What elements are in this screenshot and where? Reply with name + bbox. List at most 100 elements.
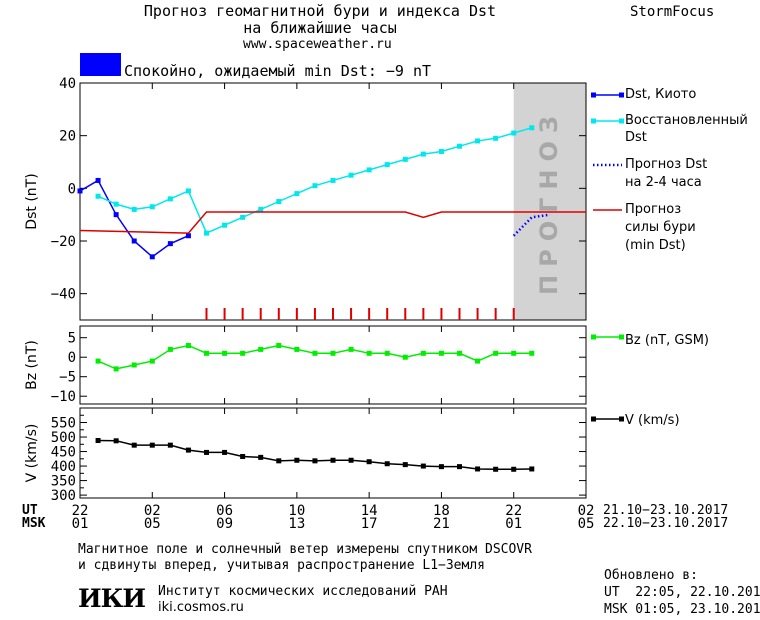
data-point	[95, 177, 101, 183]
data-point	[222, 449, 228, 455]
data-point	[167, 241, 173, 247]
data-point	[457, 350, 462, 356]
y-tick-label: 0	[68, 350, 76, 366]
data-point	[185, 343, 191, 348]
msk-tick-label: 05	[578, 516, 595, 532]
data-point	[240, 350, 246, 356]
legend-swatch-bz-marker	[591, 334, 596, 340]
data-point	[312, 183, 318, 189]
y-tick-label: 300	[51, 488, 76, 504]
institute-site[interactable]: iki.cosmos.ru	[158, 600, 244, 615]
panel-frame	[79, 82, 587, 321]
data-point	[258, 346, 264, 352]
legend-restored-line2: Dst	[625, 130, 647, 145]
data-point	[276, 458, 282, 464]
data-point	[438, 148, 444, 154]
data-point	[204, 449, 209, 455]
data-point	[402, 156, 408, 162]
data-point	[167, 346, 173, 352]
data-point	[457, 143, 462, 149]
series-line	[97, 127, 532, 235]
data-point	[131, 442, 137, 448]
data-point	[511, 350, 517, 356]
ut-date-range: 21.10−23.10.2017	[603, 503, 729, 518]
data-point	[330, 457, 336, 463]
brand-name: StormFocus	[630, 4, 715, 20]
panel-frame	[79, 325, 587, 405]
data-point	[511, 466, 517, 472]
legend-storm-line1: Прогноз	[625, 202, 682, 217]
legend-swatch-v-marker	[591, 416, 596, 422]
data-point	[529, 466, 535, 472]
y-axis-label: Dst (nT)	[24, 173, 40, 229]
y-tick-label: 350	[51, 474, 76, 490]
data-point	[95, 438, 101, 444]
data-point	[185, 188, 191, 194]
legend-restored-line1: Восстановленный	[625, 113, 748, 128]
data-point	[222, 350, 228, 356]
legend-dst-kyoto: Dst, Киото	[625, 87, 697, 102]
data-point	[113, 366, 119, 372]
y-tick-label: 450	[51, 445, 76, 461]
footnote-line1: Магнитное поле и солнечный ветер измерен…	[78, 542, 532, 557]
data-point	[330, 350, 336, 356]
series-line	[79, 211, 586, 234]
panel-frame	[79, 407, 587, 499]
data-point	[240, 453, 246, 459]
data-point	[384, 162, 390, 168]
panel-1	[79, 325, 587, 405]
data-point	[511, 130, 517, 136]
ut-tick-label: 22	[72, 503, 89, 519]
footnote-line2: и сдвинуты вперед, учитывая распростране…	[78, 558, 485, 573]
data-point	[240, 214, 246, 220]
panel-2	[79, 407, 587, 499]
data-point	[438, 464, 444, 470]
y-tick-label: −40	[51, 287, 76, 303]
data-point	[475, 466, 481, 472]
data-point	[420, 151, 426, 157]
y-tick-label: 5	[68, 331, 76, 347]
ut-tick-label: 14	[361, 503, 378, 519]
data-point	[294, 346, 300, 352]
chart-title-line1: Прогноз геомагнитной бури и индекса Dst	[143, 2, 497, 20]
data-point	[457, 464, 462, 470]
updated-label: Обновлено в:	[604, 568, 698, 583]
data-point	[149, 204, 155, 210]
data-point	[149, 442, 155, 448]
legend-swatch-v-marker	[619, 416, 624, 422]
data-point	[131, 362, 137, 368]
legend-bz: Bz (nT, GSM)	[625, 333, 710, 348]
y-tick-label: 40	[59, 76, 76, 92]
legend-swatch-dst-kyoto-marker	[591, 92, 596, 98]
data-point	[77, 188, 83, 194]
data-point	[475, 358, 481, 364]
msk-tick-label: 09	[216, 516, 233, 532]
legend-forecast-line2: на 2-4 часа	[625, 175, 702, 190]
chart-title-line2: на ближайшие часы	[243, 19, 397, 37]
updated-ut: UT 22:05, 22.10.2017	[604, 585, 760, 600]
data-point	[294, 191, 300, 197]
data-point	[185, 447, 191, 453]
data-point	[493, 350, 499, 356]
msk-axis-label: MSK	[22, 516, 46, 531]
data-point	[113, 212, 119, 218]
data-point	[312, 350, 318, 356]
data-point	[312, 458, 318, 464]
legend-swatch-restored-marker	[591, 118, 596, 124]
y-tick-label: 500	[51, 430, 76, 446]
data-point	[384, 350, 390, 356]
y-tick-label: −10	[51, 389, 76, 405]
y-axis-label: Bz (nT)	[24, 340, 40, 390]
data-point	[420, 463, 426, 469]
data-point	[149, 254, 155, 260]
legend-storm-line2: силы бури	[625, 220, 696, 235]
legend-forecast-line1: Прогноз Dst	[625, 157, 708, 172]
y-axis-label: V (km/s)	[24, 424, 40, 483]
ut-tick-label: 06	[216, 503, 233, 519]
data-point	[529, 125, 535, 131]
data-point	[420, 350, 426, 356]
data-point	[366, 350, 372, 356]
status-swatch	[80, 53, 121, 76]
msk-date-range: 22.10−23.10.2017	[603, 516, 729, 531]
